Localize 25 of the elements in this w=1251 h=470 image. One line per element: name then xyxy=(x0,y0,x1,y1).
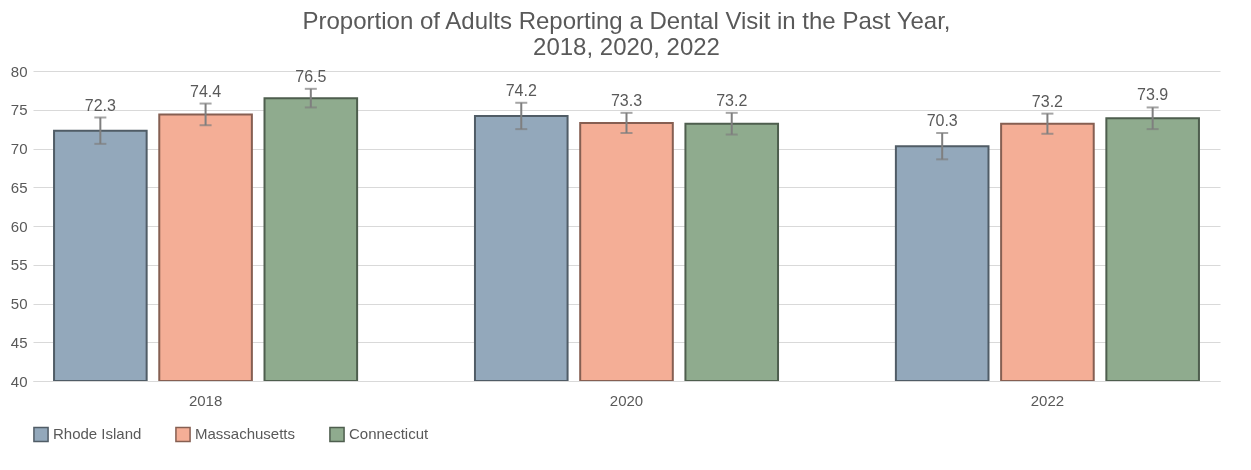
data-label: 73.2 xyxy=(1031,92,1064,110)
legend-label: Rhode Island xyxy=(53,425,142,443)
y-tick-label: 50 xyxy=(10,295,28,312)
data-label: 74.2 xyxy=(505,81,537,99)
chart-title: Proportion of Adults Reporting a Dental Visit in the Past Year, 2018, 2020, 2022 xyxy=(302,7,951,60)
legend-label: Massachusetts xyxy=(195,425,296,443)
y-tick-label: 70 xyxy=(10,140,28,157)
y-tick-label: 80 xyxy=(10,62,28,80)
x-tick-label: 2022 xyxy=(1030,391,1065,409)
y-tick-label: 65 xyxy=(10,178,28,196)
data-label: 73.2 xyxy=(716,91,748,109)
data-label: 76.5 xyxy=(295,67,327,85)
data-label: 70.3 xyxy=(926,112,958,129)
y-tick-label: 60 xyxy=(10,217,28,235)
legend-label: Connecticut xyxy=(349,425,430,443)
y-tick-label: 75 xyxy=(10,101,28,119)
y-tick-label: 45 xyxy=(10,333,28,351)
data-label: 73.9 xyxy=(1137,86,1169,104)
y-tick-label: 55 xyxy=(10,256,28,274)
data-label: 73.3 xyxy=(610,91,643,109)
x-tick-label: 2018 xyxy=(188,391,223,409)
data-label: 72.3 xyxy=(84,96,117,114)
y-tick-label: 40 xyxy=(10,372,28,390)
x-tick-label: 2020 xyxy=(609,391,644,409)
data-label: 74.4 xyxy=(190,82,222,100)
